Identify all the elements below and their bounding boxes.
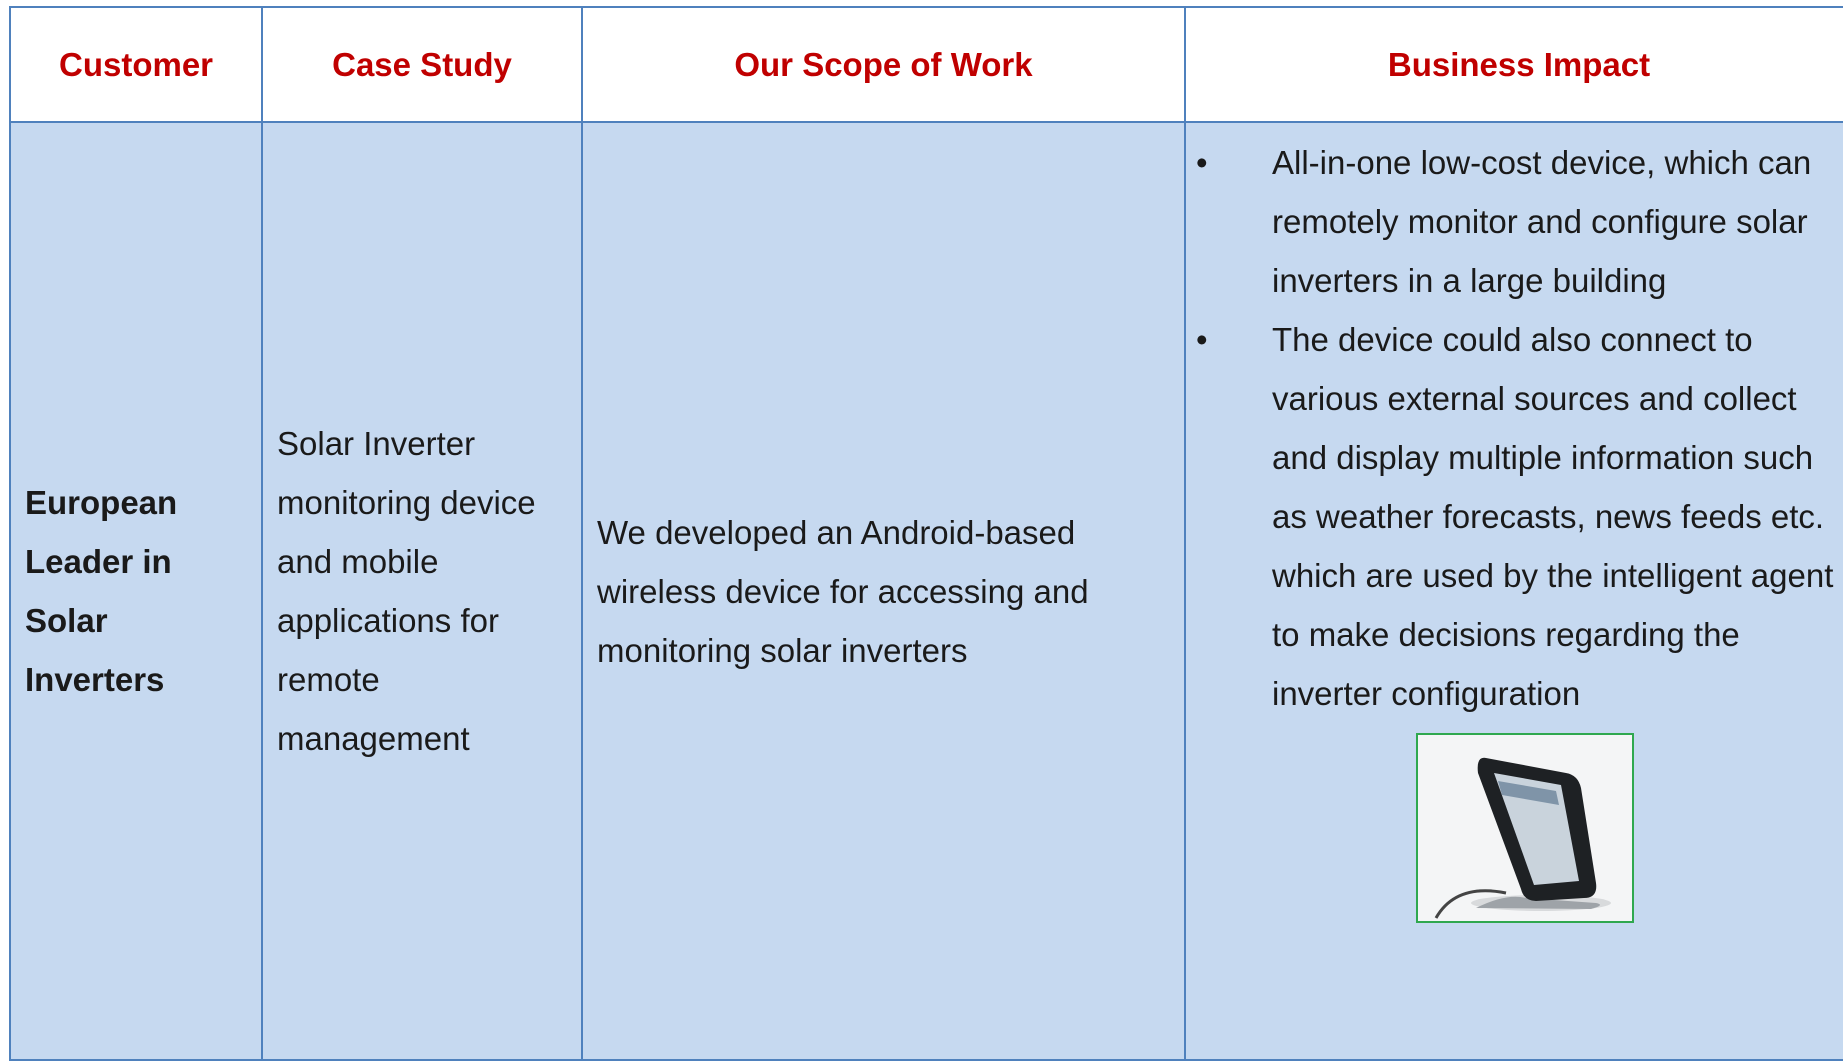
header-text: Case Study [332,46,512,84]
header-cell: Case Study [261,6,583,123]
header-text: Customer [59,46,213,84]
header-cell: Business Impact [1184,6,1843,123]
header-text: Business Impact [1388,46,1650,84]
header-cell: Customer [9,6,263,123]
device-image [1416,733,1634,923]
impact-item: The device could also connect to various… [1186,310,1843,723]
impact-item: All-in-one low-cost device, which can re… [1186,133,1843,310]
scope: We developed an Android-based wireless d… [597,503,1170,680]
header-text: Our Scope of Work [734,46,1032,84]
customer-cell: European Leader in Solar Inverters [9,121,263,1061]
case-study-cell: Solar Inverter monitoring device and mob… [261,121,583,1061]
impact-content: All-in-one low-cost device, which can re… [1186,133,1843,923]
customer: European Leader in Solar Inverters [25,473,247,709]
header-cell: Our Scope of Work [581,6,1186,123]
impact-list: All-in-one low-cost device, which can re… [1186,133,1843,723]
page: Customer Case Study Our Scope of Work Bu… [0,0,1843,1045]
scope-cell: We developed an Android-based wireless d… [581,121,1186,1061]
case-study: Solar Inverter monitoring device and mob… [277,414,567,768]
impact-cell: All-in-one low-cost device, which can re… [1184,121,1843,1061]
